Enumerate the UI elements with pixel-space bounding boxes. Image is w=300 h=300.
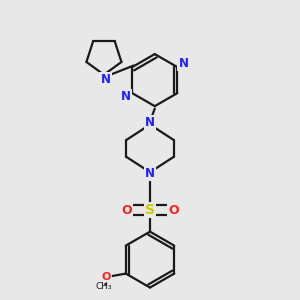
Text: O: O (121, 204, 132, 217)
Text: O: O (101, 272, 111, 282)
Text: CH₃: CH₃ (96, 282, 112, 291)
Text: N: N (121, 90, 131, 103)
Text: S: S (145, 203, 155, 218)
Text: N: N (145, 116, 155, 130)
Text: N: N (178, 57, 188, 70)
Text: N: N (145, 167, 155, 180)
Text: O: O (168, 204, 179, 217)
Text: N: N (100, 73, 110, 86)
